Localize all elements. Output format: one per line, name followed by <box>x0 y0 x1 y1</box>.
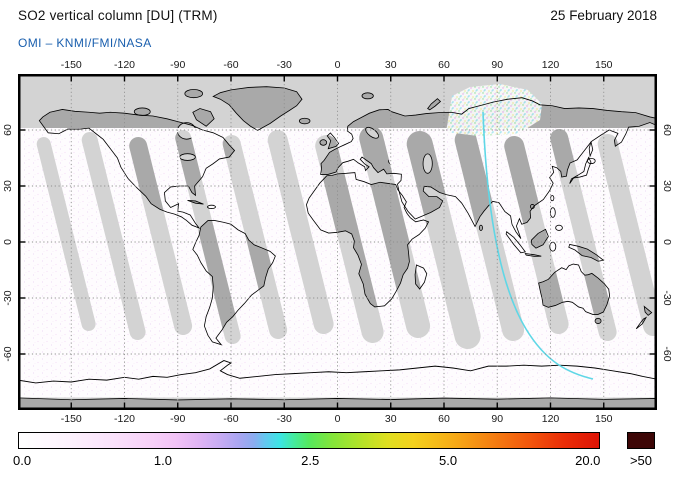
lon-tick-label: 60 <box>438 413 450 425</box>
lon-tick-label: -120 <box>113 59 136 71</box>
lat-tick-label: 30 <box>2 180 14 192</box>
lon-tick-label: -60 <box>223 59 239 71</box>
lon-tick-label: 60 <box>438 59 450 71</box>
lon-tick-label: 150 <box>594 59 613 71</box>
lat-tick-label: 30 <box>661 180 673 192</box>
lat-tick-label: -60 <box>661 346 673 362</box>
lon-tick-label: -90 <box>170 413 186 425</box>
lon-tick-label: 0 <box>334 413 341 425</box>
colorbar-overflow-box <box>627 432 655 449</box>
colorbar-tick-label: 1.0 <box>153 453 172 468</box>
map-frame <box>18 74 657 410</box>
lon-tick-label: -120 <box>113 413 136 425</box>
lon-tick-label: 30 <box>384 413 397 425</box>
page-title: SO2 vertical column [DU] (TRM) <box>18 8 218 23</box>
colorbar-tick-label: 20.0 <box>575 453 601 468</box>
lon-tick-label: -150 <box>60 413 82 425</box>
lat-tick-label: 60 <box>661 124 673 136</box>
lon-tick-label: -30 <box>276 59 292 71</box>
lat-tick-label: -60 <box>2 346 14 362</box>
lon-tick-label: 90 <box>491 413 504 425</box>
lon-tick-label: 0 <box>334 59 341 71</box>
map-canvas <box>17 74 660 411</box>
lon-tick-label: -90 <box>170 59 186 71</box>
graticule-layer <box>20 76 655 408</box>
colorbar-tick-label: 2.5 <box>301 453 320 468</box>
lon-tick-label: 150 <box>594 413 613 425</box>
lat-tick-label: -30 <box>2 290 14 306</box>
lat-tick-label: 0 <box>2 239 14 245</box>
lat-tick-label: 60 <box>2 124 14 136</box>
anomaly-noise-patch <box>446 84 542 136</box>
colorbar-overflow-label: >50 <box>629 453 653 468</box>
lat-tick-label: 0 <box>661 239 673 245</box>
lon-tick-label: -60 <box>223 413 239 425</box>
date-label: 25 February 2018 <box>550 8 657 23</box>
colorbar-tick-label: 0.0 <box>13 453 32 468</box>
lon-tick-label: 90 <box>491 59 504 71</box>
lon-tick-label: 30 <box>384 59 397 71</box>
lat-tick-label: -30 <box>661 290 673 306</box>
colorbar-tick-label: 5.0 <box>439 453 458 468</box>
lon-tick-label: 120 <box>541 413 560 425</box>
colorbar-gradient <box>18 432 600 449</box>
lon-tick-label: 120 <box>541 59 560 71</box>
anomaly-arc <box>482 111 594 380</box>
source-label: OMI – KNMI/FMI/NASA <box>18 36 152 50</box>
lon-tick-label: -150 <box>60 59 82 71</box>
antarctica-coastline <box>17 360 658 384</box>
coastline-layer <box>17 85 660 411</box>
lon-tick-label: -30 <box>276 413 292 425</box>
world-map-figure <box>17 74 660 411</box>
